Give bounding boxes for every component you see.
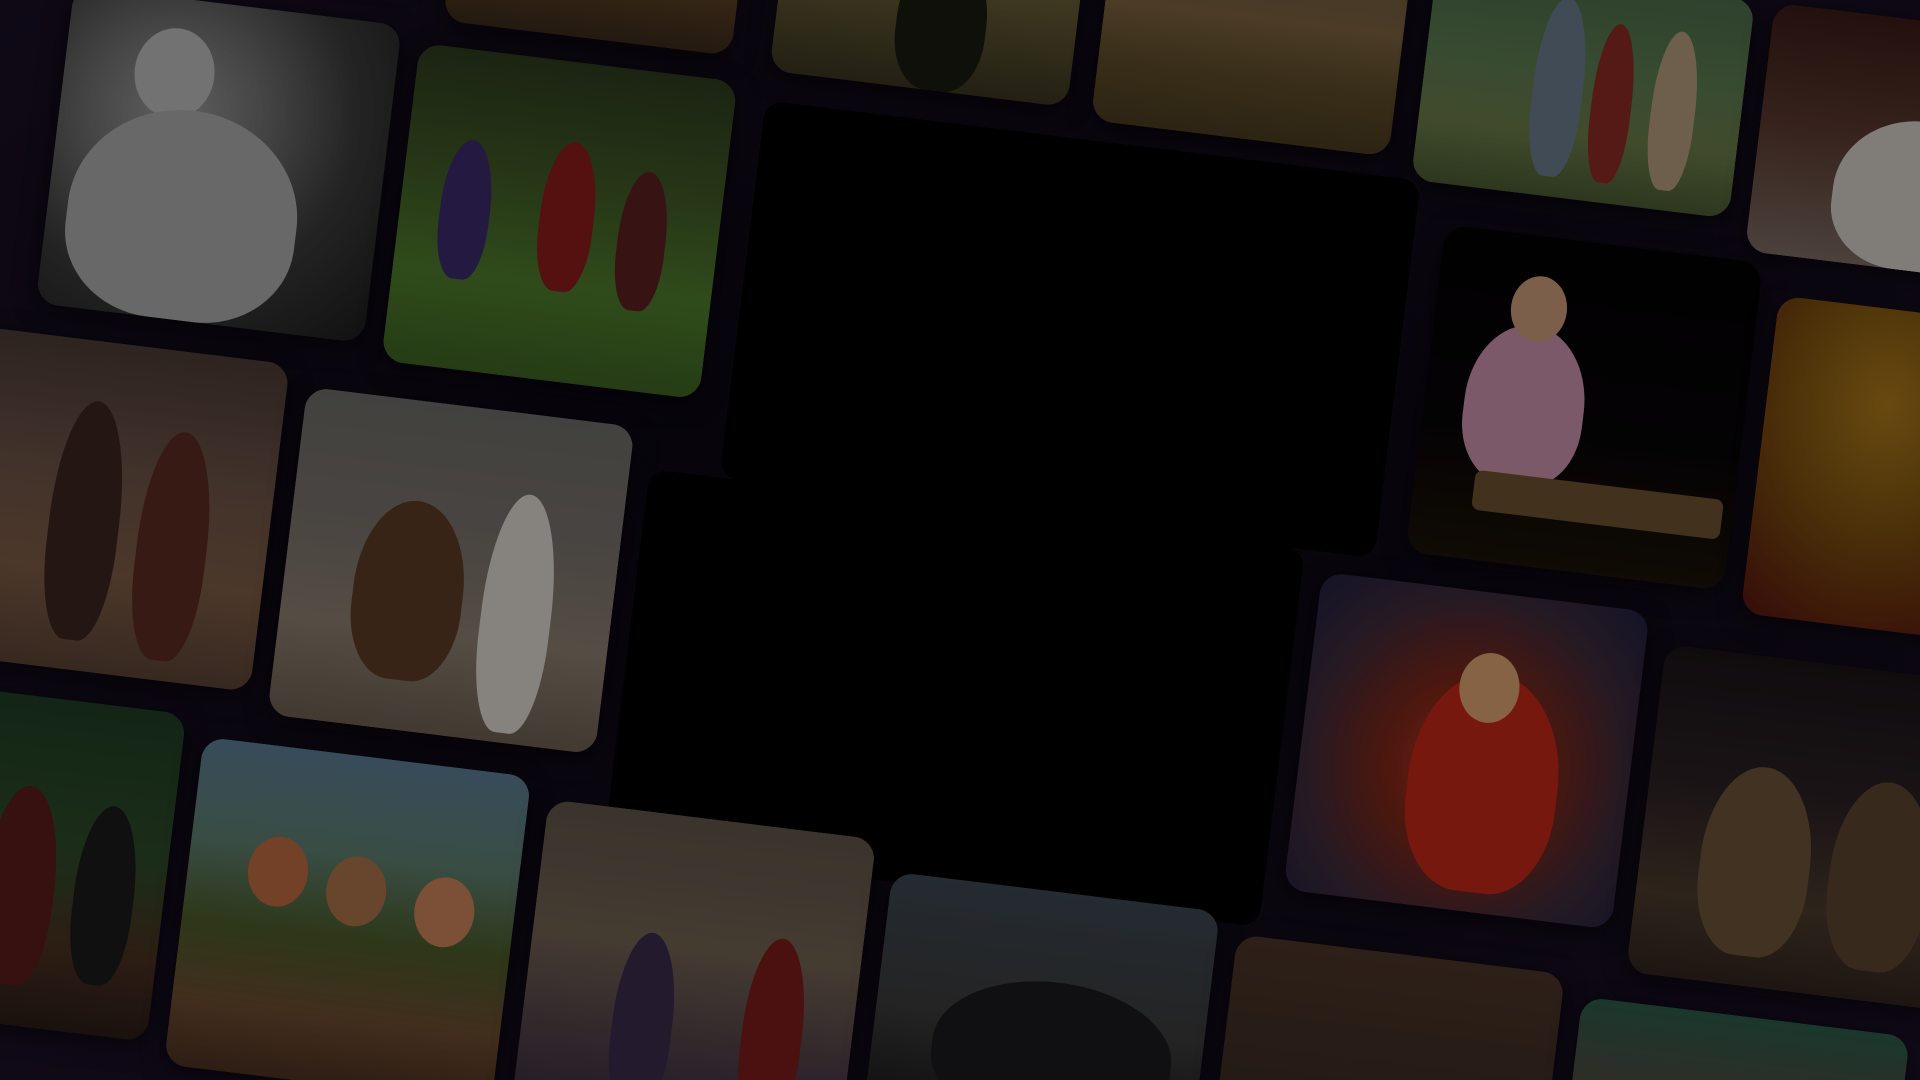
tile-masked-costume: [1542, 996, 1911, 1080]
tile-chinese-opera-costume: [1283, 571, 1650, 930]
tile-koto-player: [1405, 224, 1764, 591]
tile-alpine-cattle-parade: [267, 386, 635, 755]
tile-tribal-dancers: [0, 324, 290, 692]
tile-pilgrim-feast-painting: [1090, 0, 1413, 157]
tile-tea-ceremony: [1740, 295, 1920, 650]
tile-maori-performers: [1625, 644, 1920, 1012]
tile-folk-crowd-red-hats: [0, 674, 187, 1042]
tile-painted-faces: [163, 736, 532, 1080]
tile-indian-deity-painting: [1410, 0, 1756, 219]
tile-folk-dance-couples: [381, 42, 738, 400]
tile-renaissance-portrait: [769, 0, 1092, 108]
tile-folk-dance-pairs: [508, 799, 877, 1080]
tile-royal-portrait: [1744, 2, 1920, 288]
tile-marble-statue: [35, 0, 403, 344]
tile-korean-procession: [1197, 934, 1566, 1080]
blank-panel-upper: [719, 100, 1421, 558]
tile-church-interior: [442, 0, 753, 56]
